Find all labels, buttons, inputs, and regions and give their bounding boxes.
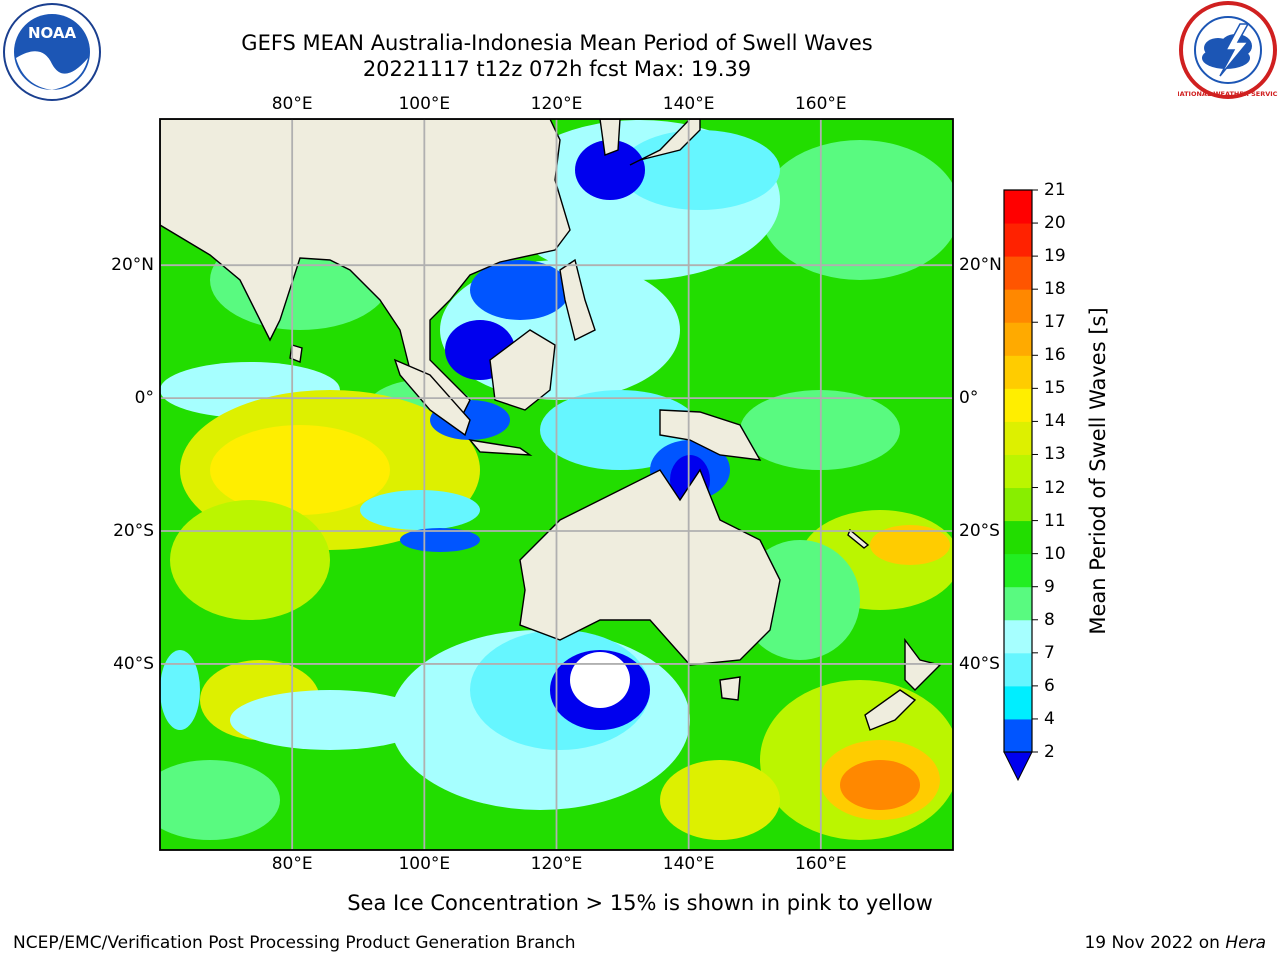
colorbar-tick-label: 20: [1044, 213, 1066, 234]
land-japan: [629, 119, 701, 166]
colorbar-tick-label: 12: [1044, 477, 1066, 498]
lon-label-bottom: 100°E: [398, 854, 451, 874]
colorbar-swatch: [1004, 256, 1032, 290]
lon-label-bottom: 160°E: [794, 854, 847, 874]
noaa-logo-text: NOAA: [28, 24, 77, 42]
colorbar-swatch: [1004, 421, 1032, 455]
noaa-logo: NOAA: [3, 3, 101, 101]
colorbar-swatch: [1004, 718, 1032, 753]
land-nz-north: [904, 637, 942, 691]
lon-label-top: 160°E: [794, 94, 847, 114]
lat-label-right: 20°S: [959, 521, 1000, 542]
colorbar-swatch: [1004, 487, 1032, 522]
colorbar-swatch: [1004, 619, 1032, 654]
nws-logo-text: NATIONAL WEATHER SERVICE: [1178, 90, 1278, 98]
land-new-caledonia: [847, 528, 870, 549]
land-nz-south: [864, 689, 917, 731]
colorbar-tick-label: 4: [1044, 708, 1055, 729]
land-new-guinea: [659, 409, 762, 461]
colorbar-tick-label: 7: [1044, 642, 1055, 663]
colorbar-swatch: [1004, 454, 1032, 489]
colorbar-swatch: [1004, 685, 1032, 720]
lon-label-bottom: 80°E: [271, 854, 313, 874]
colorbar-tick-label: 18: [1044, 279, 1066, 300]
lon-label-top: 80°E: [271, 94, 313, 114]
land-borneo: [489, 329, 556, 411]
lon-label-top: 140°E: [662, 94, 715, 114]
colorbar-swatch: [1004, 586, 1032, 621]
colorbar-swatch: [1004, 652, 1032, 687]
land-australia: [519, 468, 781, 666]
colorbar: [1003, 189, 1038, 782]
land-philippines: [559, 258, 596, 342]
lat-label-left: 40°S: [113, 653, 154, 674]
lat-label-right: 40°S: [959, 653, 1000, 674]
host-name: Hera: [1225, 933, 1266, 953]
lon-label-bottom: 120°E: [530, 854, 583, 874]
colorbar-tick-label: 14: [1044, 411, 1066, 432]
chart-subtitle: 20221117 t12z 072h fcst Max: 19.39: [362, 57, 752, 81]
colorbar-tick-label: 6: [1044, 675, 1055, 696]
lon-label-top: 100°E: [398, 94, 451, 114]
sea-ice-note: Sea Ice Concentration > 15% is shown in …: [347, 891, 933, 915]
chart-title: GEFS MEAN Australia-Indonesia Mean Perio…: [241, 31, 873, 55]
date-value: 19 Nov 2022 on: [1084, 933, 1226, 953]
colorbar-tick-label: 10: [1044, 543, 1066, 564]
colorbar-tick-label: 21: [1044, 180, 1066, 200]
land-tasmania: [719, 676, 741, 701]
colorbar-swatch: [1004, 223, 1032, 257]
lat-label-right: 0°: [959, 388, 979, 409]
nws-logo: NATIONAL WEATHER SERVICE: [1178, 1, 1278, 99]
date-text: 19 Nov 2022 on Hera: [1084, 933, 1266, 953]
land-java: [468, 439, 533, 456]
colorbar-swatch: [1004, 289, 1032, 323]
colorbar-swatch: [1004, 553, 1032, 588]
colorbar-tick-label: 15: [1044, 378, 1066, 399]
colorbar-swatch: [1004, 388, 1032, 422]
colorbar-swatch: [1004, 520, 1032, 555]
land-korea: [599, 119, 621, 156]
map-frame: [159, 118, 954, 851]
colorbar-tick-label: 19: [1044, 246, 1066, 267]
gridlines: [160, 119, 953, 850]
colorbar-swatch: [1004, 190, 1032, 224]
colorbar-tick-label: 17: [1044, 312, 1066, 333]
colorbar-tick-label: 9: [1044, 576, 1055, 597]
lat-label-left: 20°S: [113, 521, 154, 542]
lat-label-right: 20°N: [959, 255, 1002, 276]
map-plot-area: [160, 119, 953, 850]
colorbar-tick-label: 2: [1044, 742, 1055, 762]
lat-label-left: 0°: [134, 388, 154, 409]
colorbar-label: Mean Period of Swell Waves [s]: [1086, 307, 1110, 635]
colorbar-tick-label: 8: [1044, 609, 1055, 630]
colorbar-swatch: [1004, 355, 1032, 389]
colorbar-swatch: [1004, 322, 1032, 356]
colorbar-under-extension: [1003, 751, 1033, 782]
lon-label-top: 120°E: [530, 94, 583, 114]
colorbar-tick-label: 13: [1044, 444, 1066, 465]
colorbar-tick-label: 11: [1044, 510, 1066, 531]
lat-label-left: 20°N: [111, 255, 154, 276]
colorbar-tick-label: 16: [1044, 345, 1066, 366]
lon-label-bottom: 140°E: [662, 854, 715, 874]
credit-text: NCEP/EMC/Verification Post Processing Pr…: [13, 933, 576, 953]
